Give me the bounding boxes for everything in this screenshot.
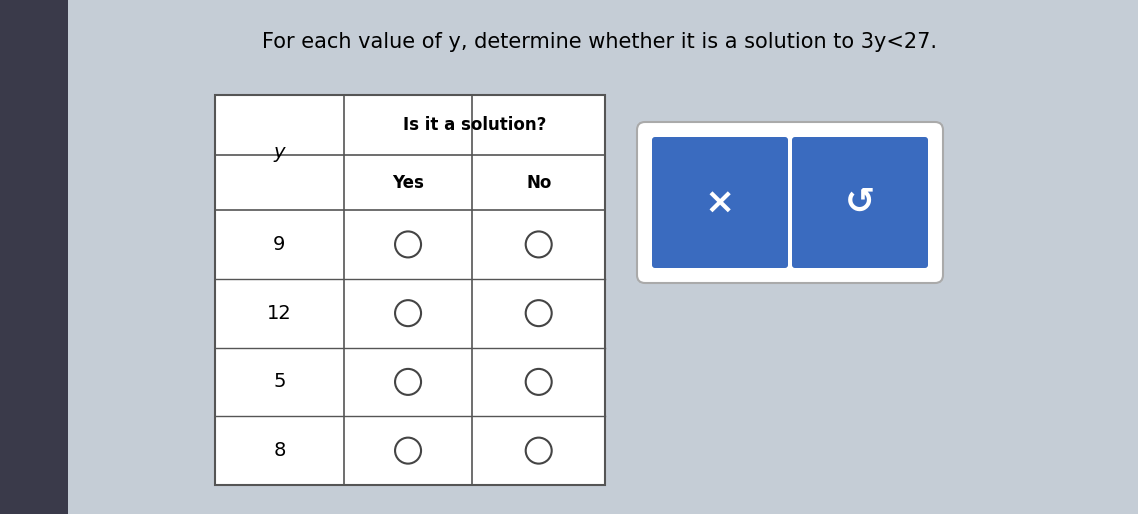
Text: Yes: Yes xyxy=(393,174,424,192)
Text: ↺: ↺ xyxy=(844,186,875,219)
Text: No: No xyxy=(526,174,552,192)
Bar xyxy=(215,95,605,485)
Text: 9: 9 xyxy=(273,235,286,254)
Text: ×: × xyxy=(704,186,735,219)
Text: Is it a solution?: Is it a solution? xyxy=(403,116,546,134)
FancyBboxPatch shape xyxy=(652,137,787,268)
FancyBboxPatch shape xyxy=(637,122,943,283)
Text: y: y xyxy=(273,143,286,162)
Text: 8: 8 xyxy=(273,441,286,460)
Text: For each value of y, determine whether it is a solution to 3y<27.: For each value of y, determine whether i… xyxy=(263,32,938,52)
Text: 12: 12 xyxy=(267,304,291,323)
Bar xyxy=(0,0,68,514)
FancyBboxPatch shape xyxy=(792,137,927,268)
Text: 5: 5 xyxy=(273,373,286,391)
